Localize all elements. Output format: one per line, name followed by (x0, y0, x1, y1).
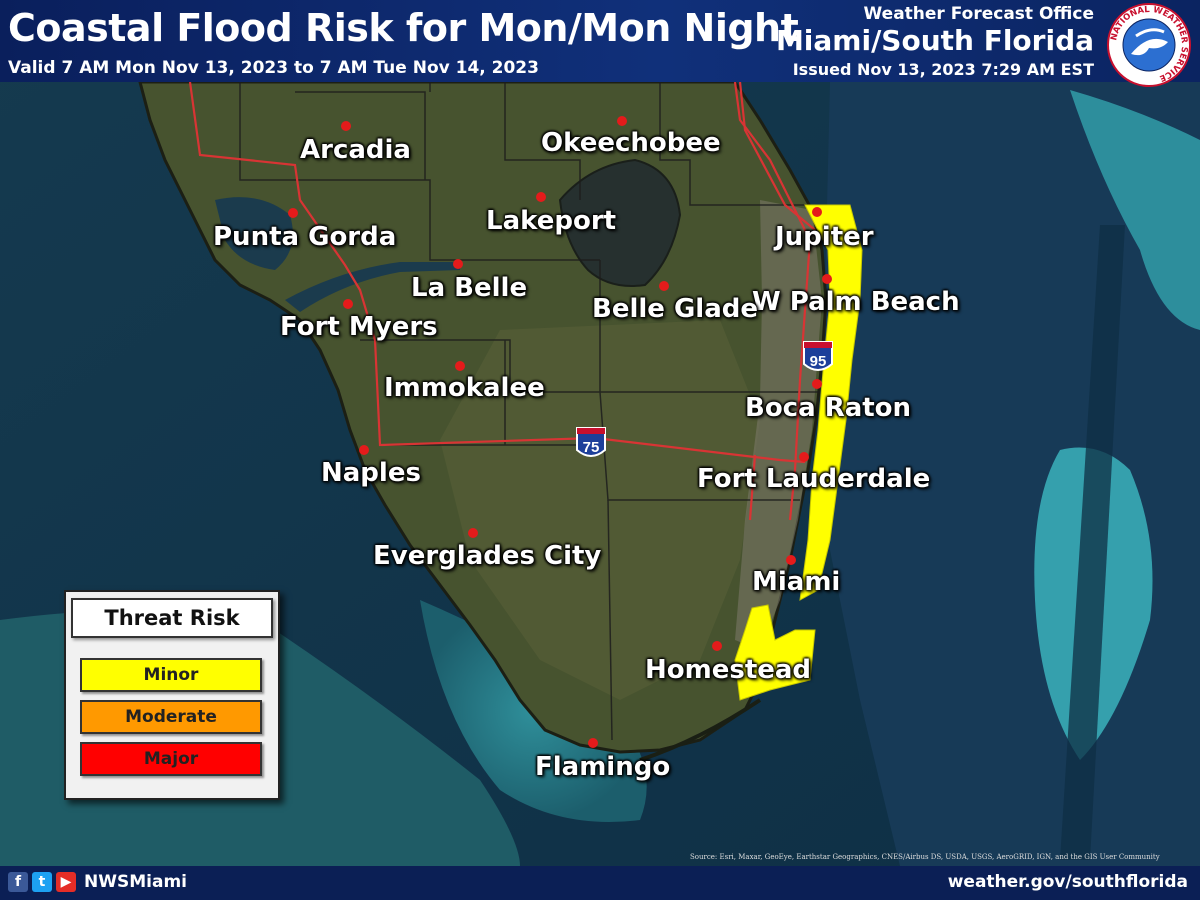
header-bar: Coastal Flood Risk for Mon/Mon Night Val… (0, 0, 1200, 87)
city-marker-miami (786, 555, 796, 565)
city-label-jupiter: Jupiter (775, 222, 874, 252)
city-label-miami: Miami (752, 567, 841, 597)
city-marker-la-belle (453, 259, 463, 269)
interstate-75-number: 75 (583, 439, 600, 456)
valid-period: Valid 7 AM Mon Nov 13, 2023 to 7 AM Tue … (8, 58, 539, 78)
city-label-okeechobee: Okeechobee (541, 128, 721, 158)
city-marker-everglades-city (468, 528, 478, 538)
interstate-75-shield: 75 (576, 427, 606, 457)
twitter-icon[interactable]: t (32, 872, 52, 892)
city-marker-flamingo (588, 738, 598, 748)
city-label-homestead: Homestead (645, 655, 812, 685)
facebook-icon[interactable]: f (8, 872, 28, 892)
minor-threat-area-east-coast (799, 204, 863, 601)
charlotte-harbor (215, 197, 293, 270)
legend-title: Threat Risk (71, 598, 273, 638)
city-label-naples: Naples (321, 458, 421, 488)
county-lines (239, 82, 820, 741)
tile-seam (1060, 225, 1125, 860)
city-label-arcadia: Arcadia (300, 135, 411, 165)
city-marker-jupiter (812, 207, 822, 217)
city-marker-okeechobee (617, 116, 627, 126)
bahamas-bank (1070, 90, 1200, 330)
minor-threat-area-south-coast (734, 604, 816, 701)
city-label-fort-lauderdale: Fort Lauderdale (697, 464, 931, 494)
city-label-w-palm-beach: W Palm Beach (752, 287, 960, 317)
issued-time: Issued Nov 13, 2023 7:29 AM EST (792, 60, 1094, 79)
map-source-credit: Source: Esri, Maxar, GeoEye, Earthstar G… (690, 853, 1160, 861)
interstate-95-number: 95 (810, 353, 827, 370)
everglades (440, 320, 760, 700)
city-label-belle-glade: Belle Glade (592, 294, 759, 324)
city-marker-naples (359, 445, 369, 455)
highways (188, 81, 816, 521)
city-markers (288, 116, 832, 748)
caloosahatchee-river (285, 262, 460, 312)
city-label-boca-raton: Boca Raton (745, 393, 912, 423)
city-label-lakeport: Lakeport (486, 206, 617, 236)
city-marker-homestead (712, 641, 722, 651)
website-link[interactable]: weather.gov/southflorida (947, 872, 1188, 892)
city-label-everglades-city: Everglades City (373, 541, 602, 571)
nws-logo-icon: NATIONAL WEATHER SERVICE (1107, 3, 1191, 87)
city-label-flamingo: Flamingo (535, 752, 671, 782)
city-marker-fort-lauderdale (799, 452, 809, 462)
city-label-fort-myers: Fort Myers (280, 312, 438, 342)
youtube-icon[interactable]: ▶ (56, 872, 76, 892)
social-handle[interactable]: NWSMiami (84, 872, 187, 892)
florida-keys (639, 698, 762, 762)
city-marker-immokalee (455, 361, 465, 371)
city-marker-belle-glade (659, 281, 669, 291)
city-marker-fort-myers (343, 299, 353, 309)
city-marker-arcadia (341, 121, 351, 131)
city-label-immokalee: Immokalee (384, 373, 545, 403)
city-label-la-belle: La Belle (411, 273, 528, 303)
city-marker-punta-gorda (288, 208, 298, 218)
footer-bar: f t ▶ NWSMiami weather.gov/southflorida (0, 866, 1200, 900)
office-label: Weather Forecast Office (863, 4, 1094, 24)
legend-minor: Minor (80, 658, 262, 692)
legend-major: Major (80, 742, 262, 776)
lake-okeechobee (558, 158, 682, 287)
city-label-punta-gorda: Punta Gorda (213, 222, 397, 252)
urban-corridor (735, 200, 822, 650)
threat-risk-legend: Threat Risk Minor Moderate Major (64, 590, 280, 800)
city-marker-w-palm-beach (822, 274, 832, 284)
office-name: Miami/South Florida (775, 24, 1094, 57)
city-marker-boca-raton (812, 379, 822, 389)
map-title: Coastal Flood Risk for Mon/Mon Night (8, 6, 799, 50)
city-marker-lakeport (536, 192, 546, 202)
interstate-95-shield: 95 (803, 341, 833, 371)
legend-moderate: Moderate (80, 700, 262, 734)
